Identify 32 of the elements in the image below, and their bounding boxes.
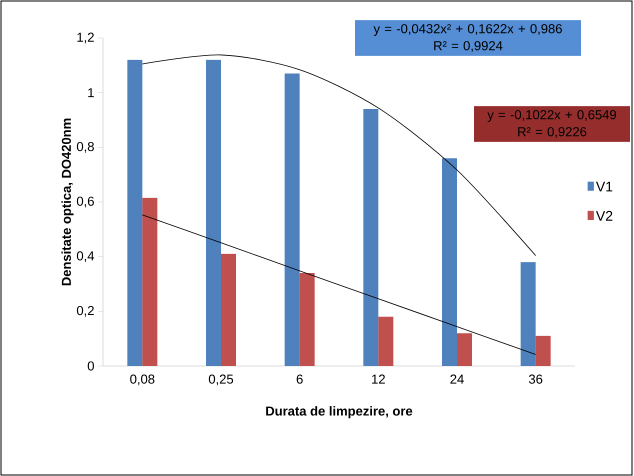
bar <box>221 254 236 366</box>
x-tick-label: 12 <box>372 374 385 384</box>
bar <box>127 60 142 366</box>
bar <box>536 336 551 366</box>
y-tick-label: 1 <box>88 88 94 98</box>
y-tick-label: 0,8 <box>76 142 94 153</box>
bar <box>363 109 378 366</box>
legend-label: V2 <box>596 210 612 221</box>
x-tick-label: 24 <box>450 374 464 384</box>
legend-label: V1 <box>596 182 612 192</box>
annotation: y = -0,1022x + 0,6549 R² = 0,9226 <box>487 110 616 138</box>
bar <box>206 60 221 366</box>
bar <box>142 198 158 366</box>
x-tick-label: 0,08 <box>130 374 154 386</box>
y-tick-label: 0,2 <box>76 306 94 317</box>
line-series <box>142 214 536 355</box>
bar <box>300 273 315 366</box>
y-tick-label: 0,6 <box>76 196 94 208</box>
y-tick-label: 1,2 <box>77 32 94 44</box>
y-tick-label: 0,4 <box>76 251 94 262</box>
x-axis-title: Durata de limpezire, ore <box>266 406 412 418</box>
bar <box>442 158 457 366</box>
y-axis-title: Densitate optica, DO420nm <box>61 118 74 286</box>
bar <box>378 316 394 366</box>
y-tick-label: 0 <box>88 361 94 371</box>
x-tick-label: 6 <box>296 374 303 384</box>
x-tick-label: 36 <box>528 374 542 384</box>
bar <box>520 262 536 366</box>
bar <box>284 74 300 366</box>
bar <box>456 333 472 366</box>
annotation: y = -0,0432x² + 0,1622x + 0,986 R² = 0,9924 <box>374 24 562 52</box>
x-tick-label: 0,25 <box>208 374 234 386</box>
